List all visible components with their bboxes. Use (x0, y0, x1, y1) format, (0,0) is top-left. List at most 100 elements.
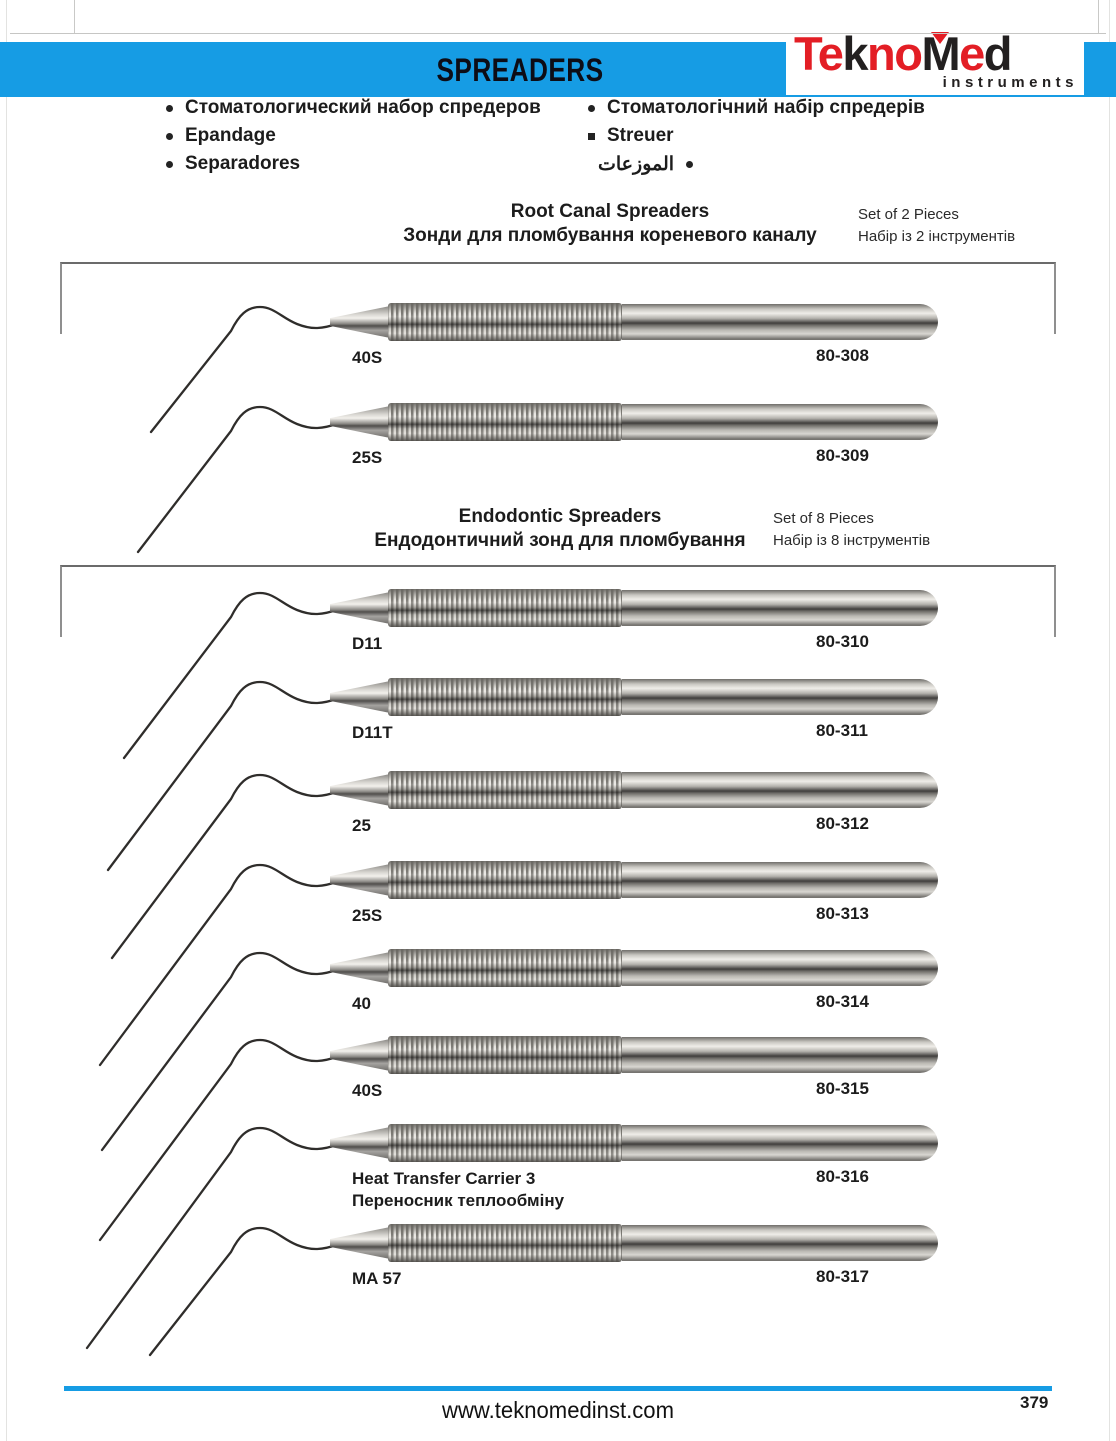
instrument-row: 40S 80-315 (0, 1035, 1116, 1242)
instrument-handle (622, 950, 938, 986)
catalog-code-label: 80-308 (816, 346, 869, 365)
probe-wire (148, 1226, 342, 1357)
instrument-row: 25S 80-313 (0, 860, 1116, 1067)
page-title: SPREADERS (436, 52, 604, 88)
instrument-tip-size-label: 25 (352, 816, 371, 835)
crop-mark (74, 0, 75, 33)
group-bracket (60, 565, 1056, 637)
instrument-tip-size-label: 40S (352, 348, 383, 367)
list-item-label: الموزعات (598, 153, 675, 175)
instrument-tip-size-label: 25S (352, 906, 383, 925)
list-item: Стоматологічний набір спредерів (588, 97, 925, 119)
instrument-tip-size-label: 25S (352, 448, 383, 467)
bullet-icon (588, 104, 595, 112)
instrument-handle (622, 1225, 938, 1261)
instrument-knurl-grip (388, 303, 622, 341)
probe-wire (100, 951, 342, 1152)
bullet-icon (166, 132, 173, 140)
instrument-knurl-grip (388, 771, 622, 809)
instrument-tip-size-label: D11T (352, 723, 393, 742)
instrument-tip-size-label: MA 57 (352, 1269, 402, 1288)
instrument-row: 40 80-314 (0, 948, 1116, 1152)
instrument-tip-name-uk-label: Переносник теплообміну (352, 1191, 565, 1210)
logo-letter: e (959, 27, 985, 80)
logo-subtitle: instruments (942, 74, 1078, 91)
instrument-tip-size-label: 40 (352, 994, 371, 1013)
list-item-label: Streuer (607, 125, 674, 146)
teknomed-logo: TeknoM ed instruments (786, 30, 1084, 95)
instrument-row: 25S 80-309 (0, 402, 1116, 554)
section-title-en: Root Canal Spreaders (510, 201, 710, 222)
instrument-handle (622, 304, 938, 340)
instrument-handle (622, 1037, 938, 1073)
catalog-code-label: 80-314 (816, 992, 869, 1011)
probe-wire (106, 680, 342, 872)
probe-wire (110, 773, 342, 960)
list-item-label: Стоматологический набор спредеров (185, 97, 541, 118)
probe-wire (136, 405, 342, 554)
instrument-knurl-grip (388, 1124, 622, 1162)
instrument-knurl-grip (388, 1224, 622, 1262)
instrument-knurl-grip (388, 403, 622, 441)
logo-letter: no (867, 27, 923, 80)
instrument-tip-size-label: D11 (352, 634, 383, 653)
instrument-handle (622, 772, 938, 808)
set-info-uk: Набір із 2 інструментів (858, 228, 1016, 245)
catalog-code-label: 80-315 (816, 1079, 869, 1098)
probe-wire (149, 305, 342, 434)
instrument-knurl-grip (388, 1036, 622, 1074)
instrument-handle (622, 1125, 938, 1161)
list-item-label: Separadores (185, 153, 301, 174)
logo-letter: Te (794, 27, 844, 80)
logo-letter-m: M (921, 30, 960, 77)
section-title-uk: Зонди для пломбування кореневого каналу (403, 225, 817, 246)
catalog-code-label: 80-313 (816, 904, 869, 923)
list-item: Streuer (588, 125, 674, 147)
section-title-en: Endodontic Spreaders (458, 506, 662, 527)
set-info: Set of 2 Pieces Набір із 2 інструментів (858, 204, 1015, 248)
logo-letter: d (983, 27, 1013, 80)
instrument-row: MA 57 80-317 (0, 1223, 1116, 1357)
catalog-code-label: 80-317 (816, 1267, 869, 1286)
bullet-icon (588, 132, 595, 140)
set-info-uk: Набір із 8 інструментів (773, 532, 931, 549)
list-item-label: Epandage (185, 125, 276, 146)
instrument-row: D11T 80-311 (0, 677, 1116, 872)
catalog-code-label: 80-311 (816, 721, 868, 740)
list-item: Epandage (166, 125, 276, 147)
page-edge-line (6, 0, 7, 1441)
instrument-handle (622, 679, 938, 715)
list-item: Separadores (166, 153, 300, 175)
probe-wire (98, 863, 342, 1067)
set-info: Set of 8 Pieces Набір із 8 інструментів (773, 508, 930, 552)
header-rule (10, 33, 1106, 34)
instrument-row: 40S 80-308 (0, 302, 1116, 434)
bullet-icon (166, 104, 173, 112)
logo-letter: k (842, 27, 868, 80)
bullet-icon (166, 160, 173, 168)
instrument-knurl-grip (388, 589, 622, 627)
list-item: الموزعات (598, 153, 694, 175)
probe-wire (85, 1126, 342, 1350)
instrument-knurl-grip (388, 949, 622, 987)
bullet-icon (686, 160, 694, 168)
instrument-handle (622, 862, 938, 898)
catalog-code-label: 80-316 (816, 1167, 869, 1186)
section-title-uk: Ендодонтичний зонд для пломбування (374, 530, 746, 551)
website-label: www.teknomedinst.com (442, 1397, 674, 1423)
crop-mark (1098, 0, 1099, 33)
instrument-handle (622, 590, 938, 626)
catalog-code-label: 80-312 (816, 814, 869, 833)
page-edge-line (1109, 0, 1110, 1441)
instrument-row: D11 80-310 (0, 588, 1116, 760)
probe-wire (98, 1038, 342, 1242)
instrument-tip-size-label: Heat Transfer Carrier 3 (352, 1169, 536, 1188)
page-number: 379 (1020, 1393, 1049, 1412)
instrument-knurl-grip (388, 861, 622, 899)
instrument-row: Heat Transfer Carrier 3 Переносник теплоо… (0, 1123, 1116, 1350)
group-bracket (60, 262, 1056, 334)
list-item-label: Стоматологічний набір спредерів (607, 97, 925, 118)
set-info-en: Set of 2 Pieces (858, 206, 959, 223)
set-info-en: Set of 8 Pieces (773, 510, 874, 527)
